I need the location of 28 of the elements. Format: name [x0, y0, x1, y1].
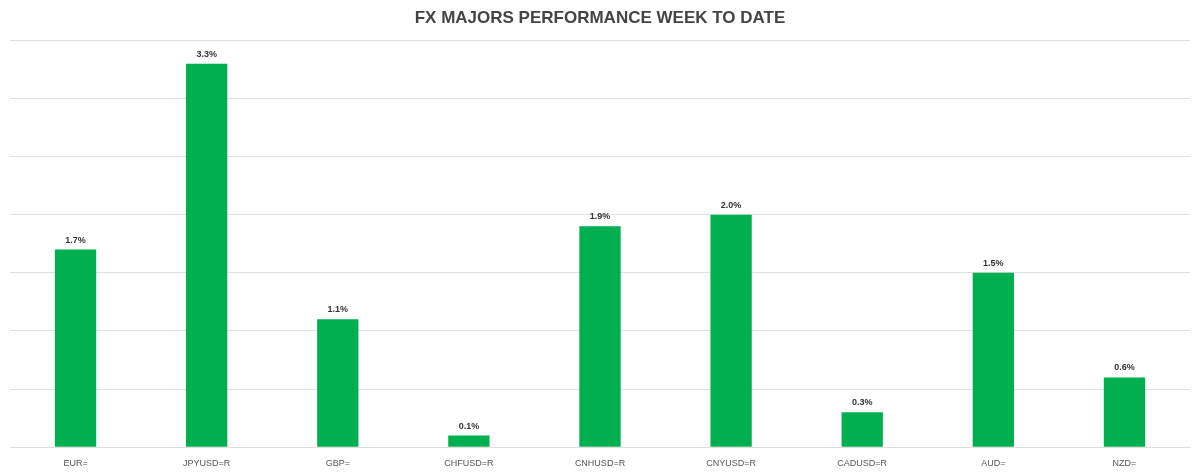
x-tick-label: EUR=: [63, 458, 88, 469]
bar: [54, 249, 97, 447]
data-label: 0.3%: [851, 397, 873, 408]
data-label: 2.0%: [720, 199, 742, 210]
bar: [186, 63, 228, 447]
x-tick-label: CADUSD=R: [837, 458, 888, 469]
data-label: 0.6%: [1114, 362, 1135, 373]
x-tick-label: JPYUSD=R: [183, 458, 231, 469]
bar: [972, 272, 1014, 447]
x-tick-label: AUD=: [981, 458, 1006, 469]
x-tick-label: CNYUSD=R: [706, 458, 757, 469]
data-label: 1.9%: [589, 211, 611, 222]
bar: [841, 412, 883, 447]
bar: [710, 214, 752, 447]
x-tick-label: CNHUSD=R: [574, 458, 626, 469]
data-label: 0.1%: [458, 420, 480, 431]
bar: [579, 226, 621, 447]
bar: [1103, 377, 1146, 447]
data-label: 3.3%: [196, 48, 217, 59]
x-tick-label: CHFUSD=R: [444, 458, 495, 469]
x-tick-label: NZD=: [1112, 458, 1137, 469]
x-tick-label: GBP=: [325, 458, 350, 469]
bar: [317, 319, 359, 447]
data-label: 1.7%: [65, 234, 86, 245]
data-label: 1.5%: [983, 257, 1004, 268]
data-label: 1.1%: [327, 304, 349, 315]
bar: [448, 435, 490, 447]
chart-title: FX MAJORS PERFORMANCE WEEK TO DATE: [414, 7, 786, 27]
